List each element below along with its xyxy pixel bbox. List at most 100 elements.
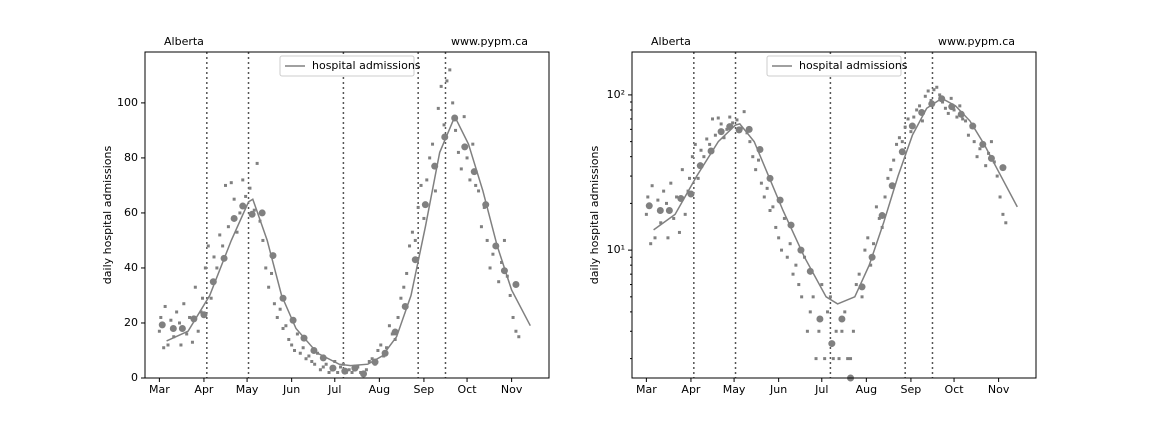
daily-point (909, 130, 913, 134)
weekly-point (239, 202, 247, 210)
daily-point (680, 168, 684, 172)
daily-point (1004, 221, 1008, 225)
daily-point (672, 216, 676, 220)
daily-point (765, 186, 769, 190)
daily-point (209, 296, 213, 300)
daily-point (782, 216, 786, 220)
daily-point (857, 272, 861, 276)
daily-point (719, 122, 723, 126)
daily-point (416, 205, 420, 209)
daily-point (998, 195, 1002, 199)
daily-point (169, 318, 173, 322)
weekly-point (421, 201, 429, 209)
weekly-point (169, 324, 177, 332)
daily-point (665, 201, 669, 205)
daily-point (261, 238, 265, 242)
weekly-point (999, 164, 1007, 172)
daily-point (201, 296, 205, 300)
daily-point (212, 255, 216, 259)
weekly-point (329, 364, 337, 372)
weekly-point (828, 340, 836, 348)
daily-point (491, 252, 495, 256)
weekly-point (360, 370, 368, 378)
y-tick-label: 60 (124, 206, 138, 219)
daily-point (477, 189, 481, 193)
weekly-point (248, 210, 256, 218)
daily-point (834, 329, 838, 333)
daily-point (456, 150, 460, 154)
y-axis-label: daily hospital admissions (588, 146, 601, 285)
daily-point (892, 158, 896, 162)
legend-box (766, 55, 902, 77)
daily-point (938, 93, 942, 97)
weekly-point (878, 212, 886, 220)
daily-point (831, 357, 835, 361)
x-tick-label: Jul (814, 383, 828, 396)
daily-point (946, 111, 950, 115)
daily-point (190, 340, 194, 344)
y-axis-label: daily hospital admissions (101, 146, 114, 285)
x-tick-label: Jun (282, 383, 300, 396)
daily-point (159, 315, 163, 319)
daily-point (270, 271, 274, 275)
daily-point (339, 365, 343, 369)
weekly-point (656, 206, 664, 214)
daily-point (669, 181, 673, 185)
daily-point (517, 335, 521, 339)
daily-point (912, 115, 916, 119)
weekly-point (200, 311, 208, 319)
daily-point (975, 155, 979, 159)
x-tick-label: May (723, 383, 746, 396)
daily-point (232, 197, 236, 201)
daily-point (742, 110, 746, 114)
daily-point (757, 158, 761, 162)
daily-point (889, 168, 893, 172)
daily-point (699, 148, 703, 152)
weekly-point (461, 143, 469, 151)
daily-point (869, 263, 873, 267)
daily-point (711, 117, 715, 121)
weekly-point (645, 202, 653, 210)
weekly-point (158, 321, 166, 329)
daily-point (448, 68, 452, 72)
x-tick-label: Mar (636, 383, 657, 396)
x-tick-label: Apr (194, 383, 214, 396)
daily-point (785, 255, 789, 259)
daily-point (321, 365, 325, 369)
daily-point (863, 248, 867, 252)
model-line (653, 97, 1018, 305)
weekly-point (178, 324, 186, 332)
daily-point (814, 357, 818, 361)
daily-point (843, 310, 847, 314)
x-tick-label: Apr (681, 383, 701, 396)
daily-point (653, 236, 657, 240)
daily-point (451, 101, 455, 105)
daily-point (157, 329, 161, 333)
weekly-point (838, 315, 846, 323)
daily-point (497, 280, 501, 284)
daily-point (840, 329, 844, 333)
daily-point (903, 125, 907, 129)
weekly-point (411, 256, 419, 264)
y-tick-label: 20 (124, 316, 138, 329)
annotation: www.pypm.ca (938, 35, 1015, 48)
daily-point (439, 84, 443, 88)
daily-point (459, 167, 463, 171)
daily-point (248, 186, 252, 190)
x-tick-label: Mar (149, 383, 170, 396)
panel: Mar Apr May Jun Jul Aug Sep Oct Nov 10¹ 10² daily h… (588, 35, 1037, 396)
daily-point (298, 351, 302, 355)
daily-point (808, 310, 812, 314)
daily-point (716, 116, 720, 120)
daily-point (906, 117, 910, 121)
daily-point (771, 205, 775, 209)
daily-point (677, 230, 681, 234)
daily-point (895, 142, 899, 146)
daily-point (777, 236, 781, 240)
daily-point (179, 343, 183, 347)
daily-point (367, 359, 371, 363)
daily-point (410, 230, 414, 234)
daily-point (791, 272, 795, 276)
daily-point (1001, 212, 1005, 216)
daily-point (163, 304, 167, 308)
